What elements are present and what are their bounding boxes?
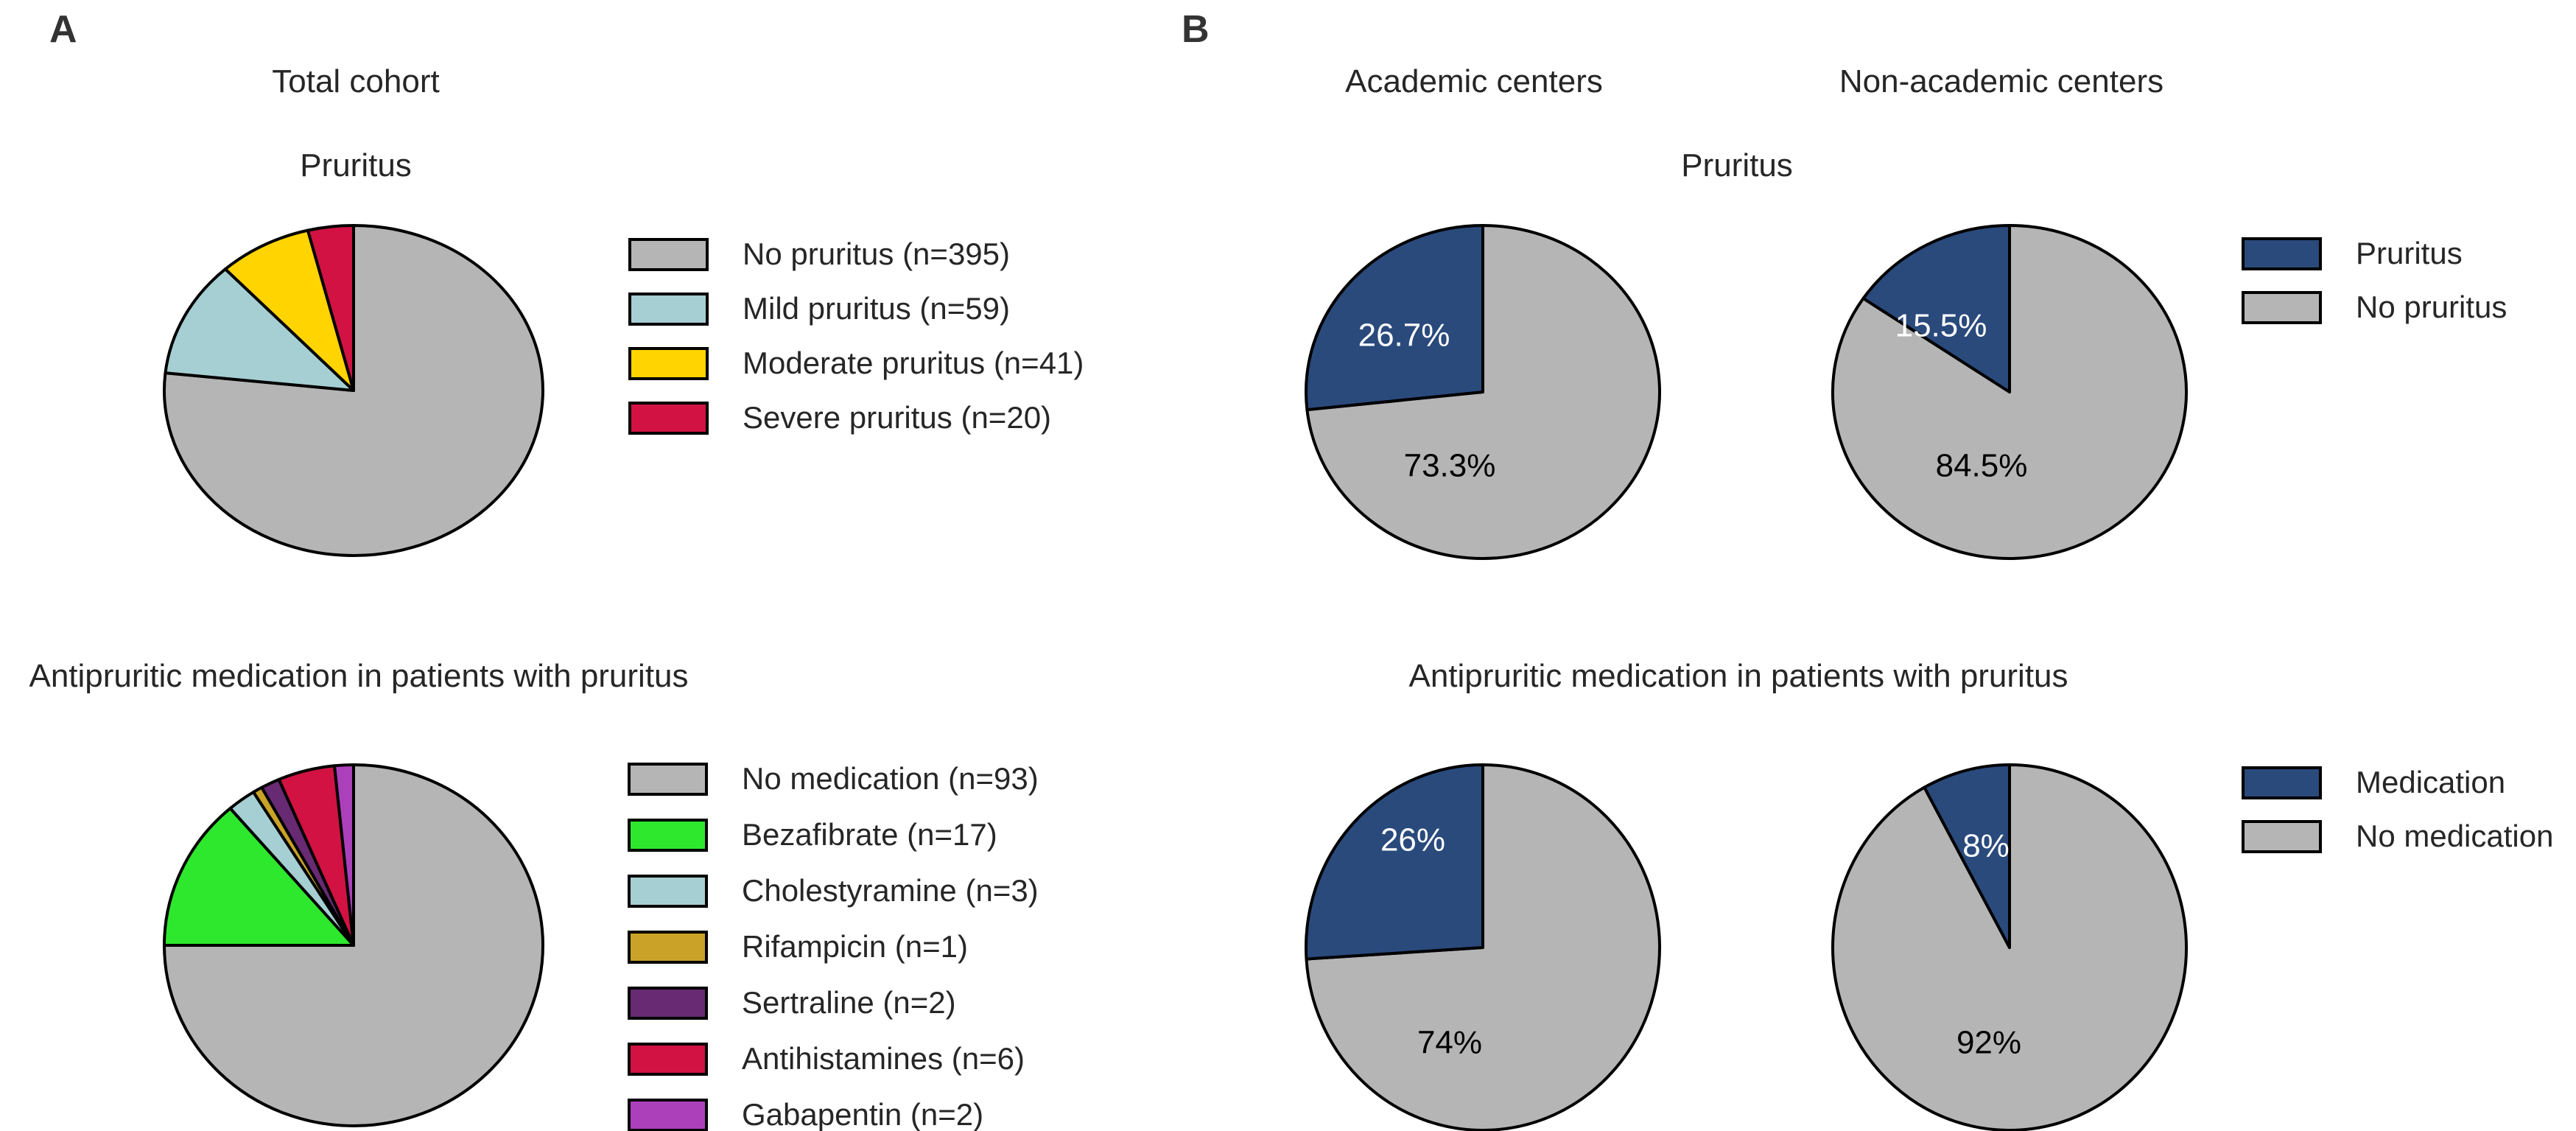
pie-value-label: 74% [1417,1025,1482,1061]
legend-item: No pruritus (n=395) [628,237,1084,272]
legend-item: Mild pruritus (n=59) [628,291,1084,326]
legend-swatch [628,986,708,1020]
legend-item-label: No medication [2356,819,2554,853]
pie-academic-medication: 74% 26% [1305,763,1661,1131]
legend-item-label: Rifampicin (n=1) [742,929,968,964]
pie-total-cohort-pruritus [163,224,544,557]
legend-item: Medication [2242,765,2553,800]
legend-item: Cholestyramine (n=3) [628,873,1039,908]
legend-swatch [2242,819,2322,853]
legend-b-medication: Medication No medication [2242,765,2553,854]
legend-swatch [628,292,709,326]
legend-item-label: Pruritus [2356,236,2463,270]
legend-swatch [628,874,708,908]
panel-b-label: B [1182,8,1210,51]
pie-slice-pruritus [1305,224,1484,412]
academic-centers-title: Academic centers [1345,63,1603,99]
pie-slice-no-pruritus [1831,224,2188,560]
legend-medications: No medication (n=93) Bezafibrate (n=17) Ch… [628,761,1039,1131]
pruritus-subtitle-b: Pruritus [1681,147,1793,183]
legend-item: No pruritus [2242,290,2507,325]
legend-item-label: No medication (n=93) [742,761,1039,796]
pie-slice-mild-pruritus [164,267,355,392]
legend-b-pruritus: Pruritus No pruritus [2242,236,2507,325]
pie-value-label: 8% [1962,828,2010,864]
legend-item: Severe pruritus (n=20) [628,400,1084,435]
legend-item: Gabapentin (n=2) [628,1097,1039,1131]
pie-slice-no-pruritus [163,224,544,557]
legend-swatch [628,762,708,796]
legend-item-label: Sertraline (n=2) [742,985,956,1020]
legend-pruritus-severity: No pruritus (n=395) Mild pruritus (n=59) M… [628,237,1084,435]
pie-slice-gabapentin [333,763,355,947]
legend-item: Bezafibrate (n=17) [628,817,1039,852]
legend-item: No medication [2242,819,2553,854]
pie-value-label: 26.7% [1358,318,1450,354]
legend-swatch [628,818,708,852]
medication-title-b: Antipruritic medication in patients with… [1408,658,2068,694]
pie-nonacademic-pruritus: 84.5% 15.5% [1831,224,2188,560]
non-academic-centers-title: Non-academic centers [1839,63,2164,99]
pie-academic-pruritus: 73.3% 26.7% [1305,224,1661,560]
legend-item-label: Cholestyramine (n=3) [742,873,1039,908]
legend-swatch [2242,290,2322,324]
pie-slice-no-medication [163,763,544,1127]
legend-swatch [2242,766,2322,799]
legend-item-label: Moderate pruritus (n=41) [743,346,1084,380]
legend-swatch [628,401,709,435]
legend-item: No medication (n=93) [628,761,1039,796]
legend-item: Pruritus [2242,236,2507,271]
legend-item-label: Gabapentin (n=2) [742,1097,984,1131]
legend-swatch [628,1098,708,1131]
pie-value-label: 26% [1380,822,1445,858]
legend-item-label: No pruritus (n=395) [743,237,1011,271]
panel-a-label: A [49,8,77,51]
legend-swatch [628,346,709,380]
legend-item-label: Severe pruritus (n=20) [743,400,1052,435]
legend-item-label: Bezafibrate (n=17) [742,817,997,852]
pie-nonacademic-medication: 92% 8% [1831,763,2189,1131]
pie-value-label: 84.5% [1936,448,2028,484]
pie-value-label: 73.3% [1404,448,1496,484]
pie-slice-severe-pruritus [306,224,355,392]
pie-value-label: 15.5% [1895,308,1987,344]
pie-slice-moderate-pruritus [223,228,355,392]
pie-slice-medication [1923,763,2011,949]
legend-item: Antihistamines (n=6) [628,1041,1039,1076]
pie-slice-bezafibrate [163,807,355,947]
legend-item-label: No pruritus [2356,290,2507,324]
pruritus-subtitle-a: Pruritus [300,147,412,183]
legend-item: Sertraline (n=2) [628,985,1039,1020]
legend-swatch [628,930,708,964]
legend-swatch [628,1042,708,1076]
legend-item: Rifampicin (n=1) [628,929,1039,964]
legend-item: Moderate pruritus (n=41) [628,346,1084,381]
legend-item-label: Mild pruritus (n=59) [743,291,1010,326]
pie-value-label: 92% [1956,1025,2021,1061]
legend-item-label: Antihistamines (n=6) [742,1041,1025,1076]
total-cohort-title: Total cohort [272,63,440,99]
pie-slice-pruritus [1861,224,2011,393]
pie-total-cohort-medication [163,763,544,1127]
legend-swatch [628,237,709,271]
legend-item-label: Medication [2356,765,2506,799]
legend-swatch [2242,237,2322,270]
medication-title-a: Antipruritic medication in patients with… [29,658,689,694]
pie-slice-medication [1305,763,1484,961]
